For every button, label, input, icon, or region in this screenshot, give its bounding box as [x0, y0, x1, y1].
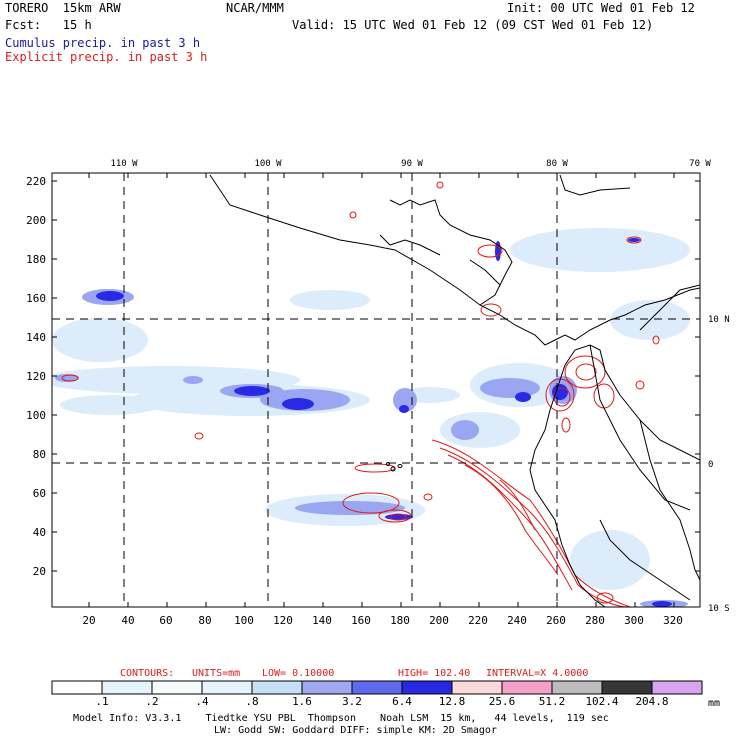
x-tick-label: 120 — [273, 614, 293, 627]
contour-info: CONTOURS: UNITS=mm LOW= 0.10000 HIGH= 10… — [120, 668, 588, 679]
lon-labels: 110 W 100 W 90 W 80 W 70 W — [110, 159, 711, 169]
init-time: Init: 00 UTC Wed 01 Feb 12 — [507, 1, 695, 15]
lon-label: 100 W — [254, 159, 282, 169]
y-tick-label: 20 — [33, 565, 46, 578]
precip-field — [52, 174, 700, 607]
lon-label: 90 W — [401, 159, 423, 169]
colorbar-label: 3.2 — [342, 695, 362, 708]
x-tick-label: 200 — [429, 614, 449, 627]
x-tick-label: 100 — [234, 614, 254, 627]
y-tick-label: 180 — [26, 253, 46, 266]
colorbar-swatch — [151, 680, 203, 695]
explicit-precip-contours — [61, 181, 660, 607]
colorbar-swatch — [201, 680, 253, 695]
contour-interval: INTERVAL=X 4.0000 — [486, 668, 588, 679]
lat-label: 0 — [708, 460, 713, 470]
contour-low: LOW= 0.10000 — [262, 668, 334, 679]
coastlines — [209, 174, 700, 607]
x-tick-label: 160 — [351, 614, 371, 627]
lat-labels: 10 N 0 10 S — [708, 315, 730, 614]
x-tick-label: 80 — [198, 614, 211, 627]
lat-label: 10 N — [708, 315, 730, 325]
y-tick-label: 140 — [26, 331, 46, 344]
colorbar-label: 204.8 — [635, 695, 668, 708]
colorbar-swatch — [401, 680, 453, 695]
y-tick-label: 60 — [33, 487, 46, 500]
model-name: TORERO 15km ARW — [5, 1, 121, 15]
x-tick-label: 60 — [159, 614, 172, 627]
colorbar — [51, 680, 703, 695]
x-tick-label: 180 — [390, 614, 410, 627]
colorbar-swatch — [601, 680, 653, 695]
cumulus-precip-label: Cumulus precip. in past 3 h — [5, 36, 201, 50]
x-tick-label: 280 — [585, 614, 605, 627]
explicit-precip-label: Explicit precip. in past 3 h — [5, 50, 208, 64]
y-tick-labels: 220 200 180 160 140 120 100 80 60 40 20 — [26, 175, 46, 578]
lat-label: 10 S — [708, 604, 730, 614]
organization: NCAR/MMM — [226, 1, 284, 15]
x-tick-label: 320 — [663, 614, 683, 627]
colorbar-label: 102.4 — [585, 695, 618, 708]
axis-ticks — [52, 173, 700, 607]
colorbar-swatch — [551, 680, 603, 695]
y-tick-label: 220 — [26, 175, 46, 188]
lon-label: 110 W — [110, 159, 138, 169]
x-tick-label: 40 — [121, 614, 134, 627]
x-tick-label: 220 — [468, 614, 488, 627]
colorbar-label: 25.6 — [489, 695, 516, 708]
colorbar-swatch — [501, 680, 553, 695]
forecast-hour: Fcst: 15 h — [5, 18, 92, 32]
colorbar-label: 1.6 — [292, 695, 312, 708]
x-tick-label: 20 — [82, 614, 95, 627]
colorbar-label: .2 — [145, 695, 158, 708]
x-tick-label: 300 — [624, 614, 644, 627]
colorbar-swatch — [451, 680, 503, 695]
colorbar-swatch — [101, 680, 153, 695]
y-tick-label: 200 — [26, 214, 46, 227]
lat-lon-grid — [52, 173, 700, 607]
light-precip-areas — [52, 228, 690, 590]
colorbar-label: 51.2 — [539, 695, 566, 708]
valid-time: Valid: 15 UTC Wed 01 Feb 12 (09 CST Wed … — [292, 18, 654, 32]
colorbar-swatch — [301, 680, 353, 695]
model-physics: LW: Godd SW: Goddard DIFF: simple KM: 2D… — [214, 725, 497, 736]
colorbar-swatch — [651, 680, 703, 695]
lon-label: 70 W — [689, 159, 711, 169]
colorbar-labels: .1 .2 .4 .8 1.6 3.2 6.4 12.8 25.6 51.2 102.4 204.8 — [95, 695, 668, 708]
y-tick-label: 120 — [26, 370, 46, 383]
x-tick-label: 260 — [546, 614, 566, 627]
colorbar-swatch — [351, 680, 403, 695]
colorbar-label: .8 — [245, 695, 258, 708]
colorbar-label: 6.4 — [392, 695, 412, 708]
y-tick-label: 100 — [26, 409, 46, 422]
colorbar-label: 12.8 — [439, 695, 466, 708]
model-info: Model Info: V3.3.1 Tiedtke YSU PBL Thomp… — [73, 713, 609, 724]
contour-high: HIGH= 102.40 — [398, 668, 470, 679]
y-tick-label: 160 — [26, 292, 46, 305]
y-tick-label: 40 — [33, 526, 46, 539]
colorbar-label: .4 — [195, 695, 209, 708]
y-tick-label: 80 — [33, 448, 46, 461]
colorbar-swatch — [251, 680, 303, 695]
contour-units: UNITS=mm — [192, 668, 240, 679]
x-tick-label: 140 — [312, 614, 332, 627]
colorbar-label: .1 — [95, 695, 108, 708]
lon-label: 80 W — [546, 159, 568, 169]
x-tick-label: 240 — [507, 614, 527, 627]
map-frame — [51, 172, 701, 608]
colorbar-swatch — [51, 680, 103, 695]
x-tick-labels: 20 40 60 80 100 120 140 160 180 200 220 … — [82, 614, 683, 627]
colorbar-unit: mm — [708, 698, 720, 709]
contour-label: CONTOURS: — [120, 668, 174, 679]
